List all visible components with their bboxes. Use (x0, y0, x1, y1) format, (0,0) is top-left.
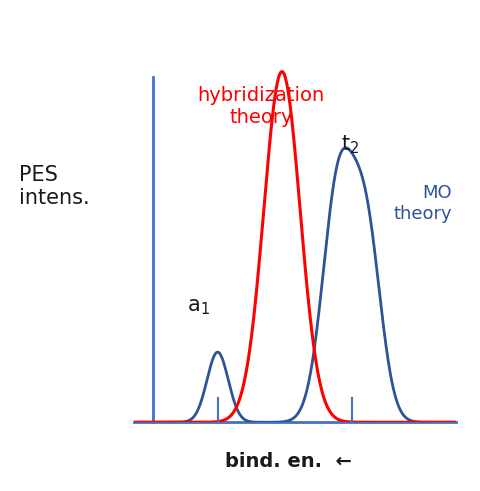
Text: t$_2$: t$_2$ (341, 133, 359, 156)
Text: a$_1$: a$_1$ (187, 297, 210, 317)
Text: bind. en.  ←: bind. en. ← (225, 452, 351, 471)
Text: hybridization
theory: hybridization theory (198, 85, 325, 127)
Text: MO
theory: MO theory (394, 184, 452, 222)
Text: PES
intens.: PES intens. (19, 165, 90, 208)
